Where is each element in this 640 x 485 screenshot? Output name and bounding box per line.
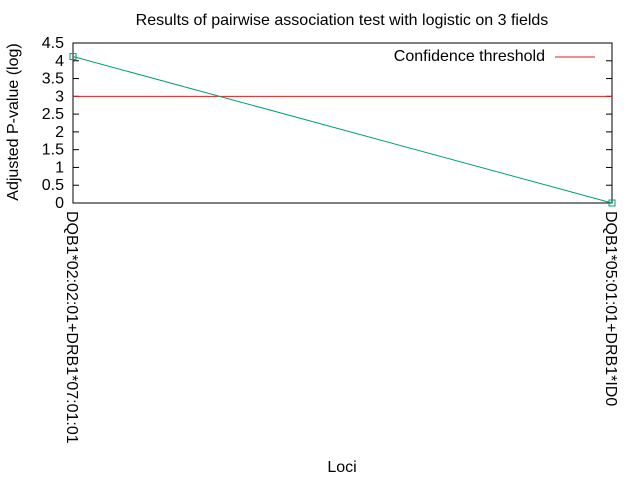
y-tick-label: 4	[55, 53, 64, 70]
axes	[72, 42, 613, 204]
y-tick-label: 1.5	[42, 142, 64, 159]
y-tick-label: 4.5	[42, 35, 64, 52]
y-tick-label: 3.5	[42, 71, 64, 88]
series-line	[72, 56, 613, 204]
data-point	[608, 199, 616, 207]
x-tick-label: DQB1*02:02:01+DRB1*07:01:01	[63, 211, 80, 444]
y-tick-label: 2	[55, 124, 64, 141]
x-tick-label: DQB1*05:01:01+DRB1*ID0	[602, 211, 619, 406]
legend-threshold-label: Confidence threshold	[394, 48, 545, 65]
y-tick-label: 2.5	[42, 106, 64, 123]
plot-frame	[72, 42, 613, 204]
data-point	[69, 53, 77, 61]
x-axis-label: Loci	[327, 459, 356, 476]
y-tick-label: 1	[55, 159, 64, 176]
y-axis-label: Adjusted P-value (log)	[5, 43, 22, 200]
y-tick-label: 0.5	[42, 177, 64, 194]
y-tick-label: 0	[55, 195, 64, 212]
chart-title: Results of pairwise association test wit…	[136, 12, 549, 29]
ticks: 00.511.522.533.544.5 DQB1*02:02:01+DRB1*0…	[42, 35, 619, 444]
y-tick-label: 3	[55, 88, 64, 105]
marks	[69, 53, 616, 207]
